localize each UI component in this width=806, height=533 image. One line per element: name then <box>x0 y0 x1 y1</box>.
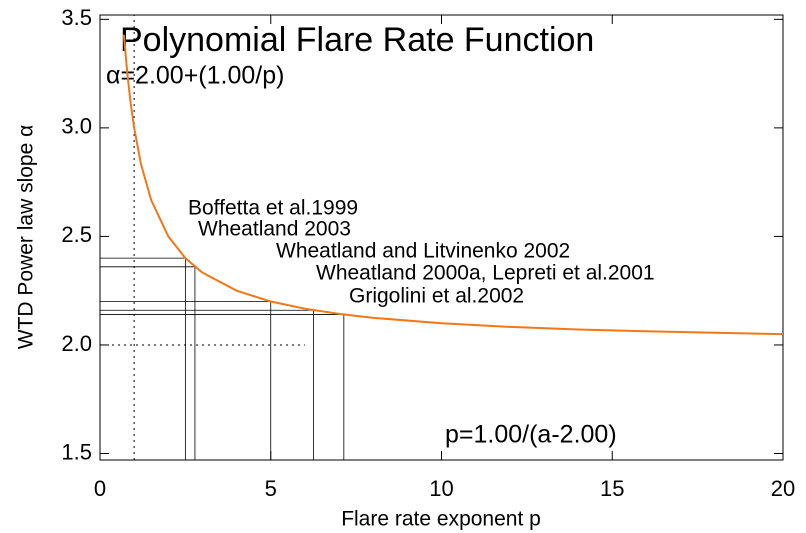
chart-title: Polynomial Flare Rate Function <box>120 21 594 59</box>
inverse-formula: p=1.00/(a-2.00) <box>445 421 617 449</box>
x-tick-label: 5 <box>265 476 277 501</box>
y-tick-label: 3.5 <box>61 5 92 30</box>
y-tick-label: 3.0 <box>61 114 92 139</box>
x-axis-label: Flare rate exponent p <box>341 508 541 531</box>
x-tick-label: 20 <box>771 476 795 501</box>
annotation: Grigolini et al.2002 <box>349 285 524 308</box>
annotation: Wheatland and Litvinenko 2002 <box>276 240 570 263</box>
annotation: Boffetta et al.1999 <box>188 197 358 220</box>
formula: α=2.00+(1.00/p) <box>106 62 284 90</box>
x-tick-label: 0 <box>94 476 106 501</box>
y-tick-label: 1.5 <box>61 439 92 464</box>
annotation: Wheatland 2003 <box>198 218 351 241</box>
y-axis-label: WTD Power law slope α <box>15 125 38 350</box>
annotation: Wheatland 2000a, Lepreti et al.2001 <box>316 262 655 285</box>
y-tick-label: 2.0 <box>61 331 92 356</box>
curve <box>122 34 784 336</box>
x-tick-label: 10 <box>429 476 453 501</box>
y-tick-label: 2.5 <box>61 222 92 247</box>
x-tick-label: 15 <box>600 476 624 501</box>
